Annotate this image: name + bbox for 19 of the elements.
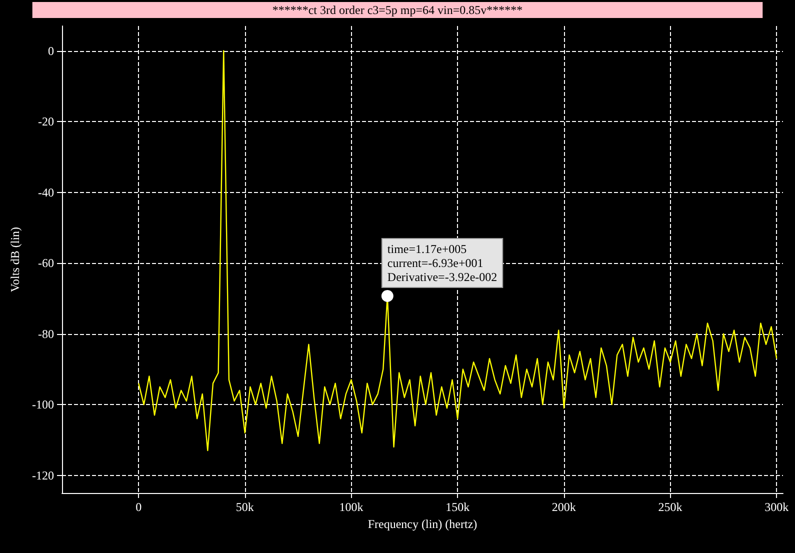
y-tick-label: 0	[48, 44, 54, 58]
y-tick-label: -20	[38, 114, 54, 129]
x-tick-label: 50k	[236, 500, 254, 514]
y-tick-label: -60	[38, 256, 54, 270]
x-axis-title: Frequency (lin) (hertz)	[368, 516, 478, 531]
x-tick-label: 300k	[764, 500, 789, 514]
annotation: time=1.17e+005 current=-6.93e+001 Derivative=-3.92e-002	[387, 242, 498, 284]
y-tick-label: -120	[32, 468, 54, 482]
x-tick-label: 0	[136, 500, 142, 514]
x-tick-label: 250k	[658, 500, 682, 514]
y-tick-label: -80	[38, 326, 54, 341]
y-tick-label: -40	[38, 185, 54, 200]
line-series	[138, 50, 778, 452]
chart-title: ******ct 3rd order c3=5p mp=64 vin=0.85v******	[272, 3, 523, 17]
x-tick-label: 150k	[446, 500, 470, 514]
y-tick-label: -100	[32, 398, 54, 412]
x-tick-label: 200k	[552, 500, 576, 514]
y-axis-title: Volts dB (lin)	[8, 226, 22, 292]
x-tick-label: 100k	[339, 500, 364, 514]
